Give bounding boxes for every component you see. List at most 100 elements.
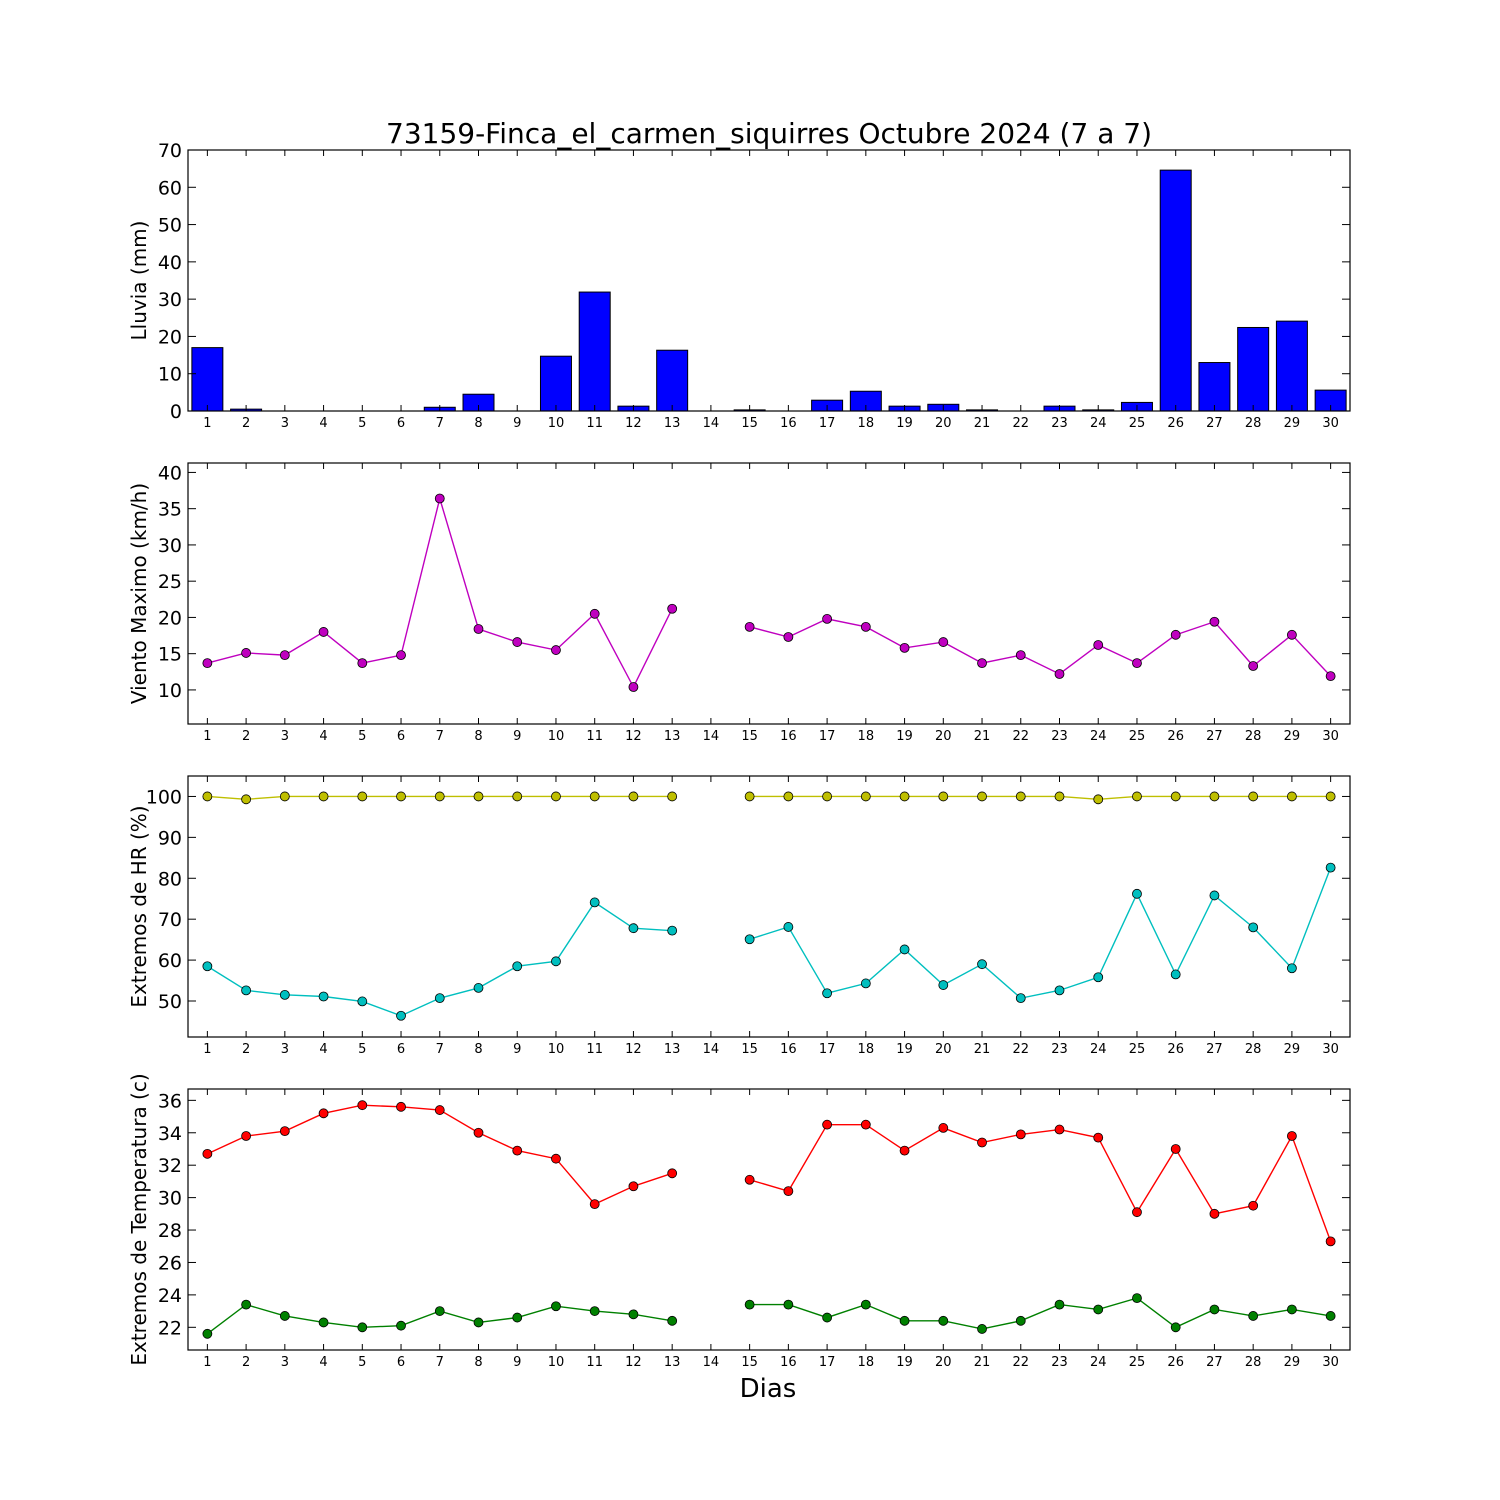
panels: 1 2 3 4 5 6 7 8 9 10 11 12 13 14 15 16 17 18 19 20 21 22 23 24 2…	[127, 140, 1351, 1370]
x-tick-label: 26	[1167, 1355, 1184, 1370]
y-tick-label: 15	[158, 644, 182, 666]
series-2	[202, 862, 1336, 1021]
series-1-point-day-27	[1209, 1208, 1220, 1219]
x-tick-label: 30	[1322, 1355, 1339, 1370]
series-2-point-day-3	[279, 989, 290, 1000]
series-2-point-day-11	[589, 1306, 600, 1316]
series-1-point-day-28	[1248, 1200, 1259, 1211]
series-1-point-day-12	[628, 791, 639, 802]
x-tick-label: 16	[780, 416, 797, 431]
x-tick-label: 30	[1322, 729, 1339, 744]
series-1-point-day-23	[1054, 669, 1065, 679]
x-tick-label: 29	[1284, 416, 1301, 431]
x-tick-label: 6	[397, 1355, 405, 1370]
x-tick-label: 4	[319, 1355, 327, 1370]
x-tick-label: 24	[1090, 1042, 1107, 1057]
x-tick-label: 26	[1167, 1042, 1184, 1057]
panel-3: 1 2 3 4 5 6 7 8 9 10 11 12 13 14 15 16 17 18 19 20 21 22 23 24 2…	[127, 775, 1351, 1057]
series-1-point-day-1	[202, 1148, 213, 1159]
series-1-point-day-26	[1170, 791, 1181, 802]
series-1-point-day-8	[473, 791, 484, 802]
series-2-point-day-10	[551, 956, 561, 967]
series-1-line-1	[207, 495, 673, 689]
rain-bar-day-10	[539, 355, 572, 412]
series-2-point-day-8	[473, 1317, 484, 1328]
series-2-point-day-25	[1132, 888, 1142, 899]
x-tick-label: 14	[703, 1355, 720, 1370]
x-axis-label: Dias	[740, 1374, 797, 1404]
series-1-point-day-5	[357, 658, 368, 668]
x-tick-label: 12	[625, 729, 642, 744]
x-tick-label: 11	[586, 1355, 603, 1370]
x-tick-label: 10	[548, 1042, 565, 1057]
series-2-point-day-28	[1248, 1311, 1259, 1321]
y-tick-label: 50	[158, 215, 182, 237]
series-1	[202, 493, 1336, 692]
series-1-point-day-22	[1015, 650, 1026, 661]
series-1-line-2	[749, 1123, 1332, 1242]
x-tick-label: 8	[474, 416, 482, 431]
x-tick-label: 19	[896, 1355, 913, 1370]
panel-frame	[187, 462, 1351, 725]
x-tick-label: 23	[1051, 1355, 1068, 1370]
series-1-point-day-23	[1054, 1124, 1065, 1135]
x-tick-label: 2	[242, 1042, 250, 1057]
series-1-point-day-15	[744, 1174, 755, 1185]
y-axis-label: Viento Maximo (km/h)	[127, 483, 151, 704]
series-2-point-day-20	[938, 980, 949, 990]
x-tick-label: 28	[1245, 1042, 1262, 1057]
y-tick-label: 30	[158, 535, 182, 557]
x-tick-label: 22	[1012, 416, 1029, 431]
rain-bar-day-27	[1198, 362, 1231, 412]
series-2-point-day-16	[783, 922, 794, 932]
x-tick-label: 29	[1284, 1355, 1301, 1370]
y-tick-label: 10	[158, 364, 182, 386]
x-tick-label: 16	[780, 729, 797, 744]
series-1-point-day-24	[1093, 1132, 1104, 1143]
series-2-point-day-28	[1248, 922, 1259, 933]
series-1-point-day-8	[473, 1127, 484, 1138]
series-1-point-day-3	[279, 1126, 290, 1137]
x-tick-label: 2	[242, 729, 250, 744]
series-1-point-day-17	[822, 791, 832, 802]
x-tick-label: 13	[664, 729, 681, 744]
series-1-point-day-11	[589, 1199, 600, 1209]
x-tick-label: 6	[397, 1042, 405, 1057]
x-tick-label: 12	[625, 1042, 642, 1057]
series-1-point-day-25	[1132, 791, 1142, 802]
x-tick-label: 19	[896, 1042, 913, 1057]
x-tick-label: 29	[1284, 729, 1301, 744]
x-tick-label: 28	[1245, 416, 1262, 431]
series-1-point-day-16	[783, 632, 794, 642]
y-tick-label: 36	[158, 1090, 182, 1112]
x-tick-label: 15	[741, 729, 758, 744]
x-tick-label: 14	[703, 729, 720, 744]
series-1-point-day-15	[744, 791, 755, 802]
rain-bar-day-28	[1237, 326, 1270, 412]
y-tick-label: 60	[158, 950, 182, 972]
series-1-point-day-7	[434, 1105, 445, 1115]
series-1-point-day-4	[318, 1108, 329, 1119]
x-tick-label: 12	[625, 1355, 642, 1370]
series-1-point-day-8	[473, 624, 484, 634]
series-1-point-day-25	[1132, 658, 1142, 668]
y-tick-label: 10	[158, 680, 182, 702]
x-tick-label: 13	[664, 1355, 681, 1370]
series-2-point-day-24	[1093, 972, 1104, 983]
x-tick-label: 17	[819, 729, 836, 744]
x-tick-label: 8	[474, 1355, 482, 1370]
series-2-point-day-16	[783, 1299, 794, 1310]
y-tick-label: 30	[158, 289, 182, 311]
x-tick-label: 1	[203, 1042, 211, 1057]
series-2-point-day-19	[899, 1315, 910, 1326]
series-1-point-day-20	[938, 637, 949, 647]
series-1	[202, 791, 1336, 805]
series-2-point-day-5	[357, 996, 368, 1007]
series-1-point-day-22	[1015, 791, 1026, 802]
panel-4: 1 2 3 4 5 6 7 8 9 10 11 12 13 14 15 16 17 18 19 20 21 22 23 24 2…	[127, 1073, 1351, 1370]
x-tick-label: 3	[281, 416, 289, 431]
series-1-point-day-21	[977, 791, 987, 802]
x-tick-label: 16	[780, 1042, 797, 1057]
panel-1: 1 2 3 4 5 6 7 8 9 10 11 12 13 14 15 16 17 18 19 20 21 22 23 24 2…	[127, 140, 1351, 431]
x-tick-label: 23	[1051, 1042, 1068, 1057]
